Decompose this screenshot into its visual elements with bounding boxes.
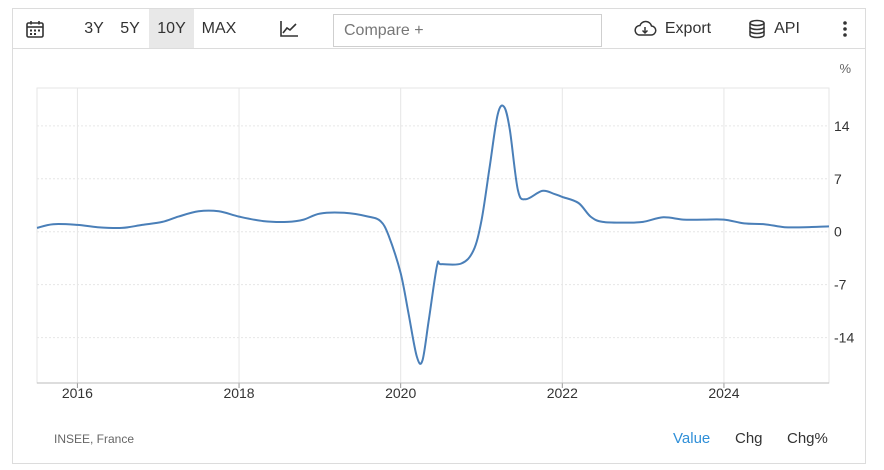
export-label: Export: [664, 19, 712, 37]
x-tick-label: 2024: [708, 385, 739, 401]
x-tick-label: 2020: [385, 385, 416, 401]
view-chg-button[interactable]: Chg: [735, 430, 763, 447]
vertical-dots-icon[interactable]: [833, 9, 857, 48]
plot-area-border: [36, 87, 830, 384]
series-line: [36, 104, 830, 365]
x-tick-label: 2018: [223, 385, 254, 401]
y-tick-label: -14: [834, 330, 854, 346]
calendar-icon[interactable]: [21, 9, 49, 48]
y-tick-label: 0: [834, 224, 842, 240]
calendar-icon-glyph: [26, 20, 44, 38]
y-tick-label: -7: [834, 277, 847, 293]
y-tick-label: 14: [834, 118, 850, 134]
x-tick-label: 2022: [547, 385, 578, 401]
range-5y-button[interactable]: 5Y: [120, 19, 140, 37]
cloud-download-icon: [634, 20, 657, 36]
x-tick-label: 2016: [62, 385, 93, 401]
line-chart-icon-glyph: [280, 20, 298, 37]
export-button[interactable]: Export: [631, 9, 713, 48]
view-value-button[interactable]: Value: [673, 430, 711, 447]
api-label: API: [774, 19, 800, 37]
database-icon: [749, 19, 765, 38]
range-3y-button[interactable]: 3Y: [84, 19, 104, 37]
range-max-button[interactable]: MAX: [201, 19, 237, 37]
more-options-glyph: [843, 20, 847, 37]
range-10y-button[interactable]: 10Y: [149, 9, 194, 48]
compare-input[interactable]: [333, 14, 602, 47]
api-button[interactable]: API: [745, 9, 803, 48]
line-chart-icon[interactable]: [275, 9, 303, 48]
source-label: INSEE, France: [54, 432, 135, 446]
unit-label: %: [839, 61, 851, 76]
chart-toolbar: 3Y 5Y 10Y MAX Export AP: [13, 9, 865, 49]
view-chg-percent-button[interactable]: Chg%: [787, 430, 828, 447]
y-tick-label: 7: [834, 171, 842, 187]
